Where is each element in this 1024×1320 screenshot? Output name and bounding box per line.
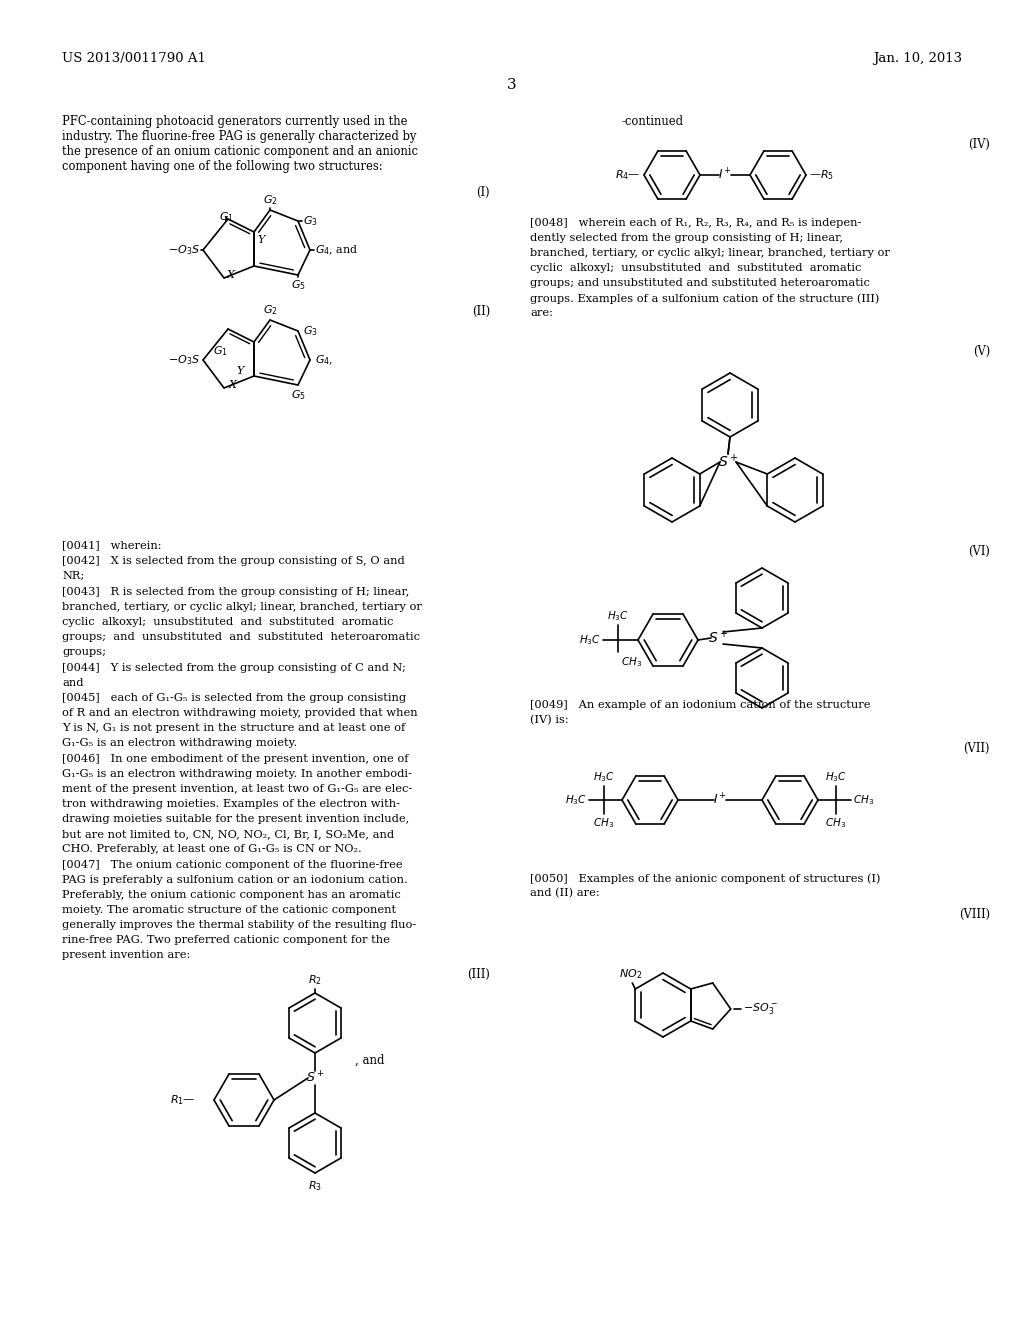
Text: $I^+$: $I^+$ <box>718 168 732 182</box>
Text: $G_4$,: $G_4$, <box>315 354 333 367</box>
Text: and: and <box>62 678 84 688</box>
Text: cyclic  alkoxyl;  unsubstituted  and  substituted  aromatic: cyclic alkoxyl; unsubstituted and substi… <box>62 616 393 627</box>
Text: (IV) is:: (IV) is: <box>530 715 568 725</box>
Text: $R_1$—: $R_1$— <box>170 1093 196 1107</box>
Text: US 2013/0011790 A1: US 2013/0011790 A1 <box>62 51 206 65</box>
Text: [0050]   Examples of the anionic component of structures (I): [0050] Examples of the anionic component… <box>530 873 881 883</box>
Text: [0046]   In one embodiment of the present invention, one of: [0046] In one embodiment of the present … <box>62 754 409 764</box>
Text: CHO. Preferably, at least one of G₁-G₅ is CN or NO₂.: CHO. Preferably, at least one of G₁-G₅ i… <box>62 843 361 854</box>
Text: $S^+$: $S^+$ <box>718 453 738 471</box>
Text: $H_3C$: $H_3C$ <box>825 770 847 784</box>
Text: $H_3C$: $H_3C$ <box>580 634 601 647</box>
Text: moiety. The aromatic structure of the cationic component: moiety. The aromatic structure of the ca… <box>62 906 396 915</box>
Text: $G_1$: $G_1$ <box>213 345 227 358</box>
Text: generally improves the thermal stability of the resulting fluo-: generally improves the thermal stability… <box>62 920 416 931</box>
Text: $G_5$: $G_5$ <box>291 388 305 401</box>
Text: $G_3$: $G_3$ <box>303 325 317 338</box>
Text: but are not limited to, CN, NO, NO₂, Cl, Br, I, SO₂Me, and: but are not limited to, CN, NO, NO₂, Cl,… <box>62 829 394 840</box>
Text: [0044]   Y is selected from the group consisting of C and N;: [0044] Y is selected from the group cons… <box>62 663 406 673</box>
Text: groups;  and  unsubstituted  and  substituted  heteroaromatic: groups; and unsubstituted and substitute… <box>62 632 420 642</box>
Text: dently selected from the group consisting of H; linear,: dently selected from the group consistin… <box>530 234 843 243</box>
Text: branched, tertiary, or cyclic alkyl; linear, branched, tertiary or: branched, tertiary, or cyclic alkyl; lin… <box>62 602 422 612</box>
Text: (VIII): (VIII) <box>958 908 990 921</box>
Text: cyclic  alkoxyl;  unsubstituted  and  substituted  aromatic: cyclic alkoxyl; unsubstituted and substi… <box>530 263 861 273</box>
Text: $NO_2$: $NO_2$ <box>618 968 642 981</box>
Text: PFC-containing photoacid generators currently used in the: PFC-containing photoacid generators curr… <box>62 115 408 128</box>
Text: (VI): (VI) <box>968 545 990 558</box>
Text: $R_3$: $R_3$ <box>308 1179 322 1193</box>
Text: and (II) are:: and (II) are: <box>530 888 600 899</box>
Text: Y: Y <box>237 366 244 376</box>
Text: (I): (I) <box>476 186 490 199</box>
Text: $S^+$: $S^+$ <box>708 630 728 647</box>
Text: of R and an electron withdrawing moiety, provided that when: of R and an electron withdrawing moiety,… <box>62 708 418 718</box>
Text: $CH_3$: $CH_3$ <box>825 816 847 830</box>
Text: $-O_3S$: $-O_3S$ <box>168 354 200 367</box>
Text: ment of the present invention, at least two of G₁-G₅ are elec-: ment of the present invention, at least … <box>62 784 413 795</box>
Text: Jan. 10, 2013: Jan. 10, 2013 <box>872 51 962 65</box>
Text: 3: 3 <box>507 78 517 92</box>
Text: $G_3$: $G_3$ <box>303 214 317 228</box>
Text: , and: , and <box>355 1053 384 1067</box>
Text: G₁-G₅ is an electron withdrawing moiety.: G₁-G₅ is an electron withdrawing moiety. <box>62 738 297 748</box>
Text: (V): (V) <box>973 345 990 358</box>
Text: industry. The fluorine-free PAG is generally characterized by: industry. The fluorine-free PAG is gener… <box>62 129 417 143</box>
Text: (VII): (VII) <box>964 742 990 755</box>
Text: Preferably, the onium cationic component has an aromatic: Preferably, the onium cationic component… <box>62 890 400 900</box>
Text: [0042]   X is selected from the group consisting of S, O and: [0042] X is selected from the group cons… <box>62 556 404 566</box>
Text: $CH_3$: $CH_3$ <box>594 816 614 830</box>
Text: Y: Y <box>257 235 264 246</box>
Text: [0045]   each of G₁-G₅ is selected from the group consisting: [0045] each of G₁-G₅ is selected from th… <box>62 693 407 704</box>
Text: $G_4$, and: $G_4$, and <box>315 243 358 257</box>
Text: $H_3C$: $H_3C$ <box>607 610 629 623</box>
Text: [0041]   wherein:: [0041] wherein: <box>62 540 162 550</box>
Text: $I^+$: $I^+$ <box>713 792 727 808</box>
Text: [0049]   An example of an iodonium cation of the structure: [0049] An example of an iodonium cation … <box>530 700 870 710</box>
Text: $CH_3$: $CH_3$ <box>621 655 642 669</box>
Text: $-SO_3^-$: $-SO_3^-$ <box>742 1002 778 1016</box>
Text: -continued: -continued <box>622 115 684 128</box>
Text: [0048]   wherein each of R₁, R₂, R₃, R₄, and R₅ is indepen-: [0048] wherein each of R₁, R₂, R₃, R₄, a… <box>530 218 861 228</box>
Text: are:: are: <box>530 308 553 318</box>
Text: $G_2$: $G_2$ <box>262 193 278 207</box>
Text: X: X <box>229 380 237 389</box>
Text: $G_2$: $G_2$ <box>262 304 278 317</box>
Text: present invention are:: present invention are: <box>62 950 190 960</box>
Text: [0043]   R is selected from the group consisting of H; linear,: [0043] R is selected from the group cons… <box>62 587 410 597</box>
Text: Y is N, G₁ is not present in the structure and at least one of: Y is N, G₁ is not present in the structu… <box>62 723 406 733</box>
Text: (II): (II) <box>472 305 490 318</box>
Text: (IV): (IV) <box>968 139 990 150</box>
Text: $R_2$: $R_2$ <box>308 973 322 987</box>
Text: groups; and unsubstituted and substituted heteroaromatic: groups; and unsubstituted and substitute… <box>530 279 869 288</box>
Text: drawing moieties suitable for the present invention include,: drawing moieties suitable for the presen… <box>62 814 410 824</box>
Text: $S^+$: $S^+$ <box>305 1071 325 1085</box>
Text: $G_1$: $G_1$ <box>218 210 233 224</box>
Text: [0047]   The onium cationic component of the fluorine-free: [0047] The onium cationic component of t… <box>62 861 402 870</box>
Text: component having one of the following two structures:: component having one of the following tw… <box>62 160 383 173</box>
Text: $H_3C$: $H_3C$ <box>565 793 587 807</box>
Text: $H_3C$: $H_3C$ <box>593 770 615 784</box>
Text: $-O_3S$: $-O_3S$ <box>168 243 200 257</box>
Text: PAG is preferably a sulfonium cation or an iodonium cation.: PAG is preferably a sulfonium cation or … <box>62 875 408 884</box>
Text: $CH_3$: $CH_3$ <box>853 793 874 807</box>
Text: groups. Examples of a sulfonium cation of the structure (III): groups. Examples of a sulfonium cation o… <box>530 293 880 304</box>
Text: (III): (III) <box>467 968 490 981</box>
Text: rine-free PAG. Two preferred cationic component for the: rine-free PAG. Two preferred cationic co… <box>62 935 390 945</box>
Text: —$R_5$: —$R_5$ <box>809 168 835 182</box>
Text: $G_5$: $G_5$ <box>291 279 305 292</box>
Text: branched, tertiary, or cyclic alkyl; linear, branched, tertiary or: branched, tertiary, or cyclic alkyl; lin… <box>530 248 890 257</box>
Text: X: X <box>227 271 234 280</box>
Text: NR;: NR; <box>62 572 84 581</box>
Text: tron withdrawing moieties. Examples of the electron with-: tron withdrawing moieties. Examples of t… <box>62 799 400 809</box>
Text: $R_4$—: $R_4$— <box>615 168 641 182</box>
Text: groups;: groups; <box>62 647 106 657</box>
Text: the presence of an onium cationic component and an anionic: the presence of an onium cationic compon… <box>62 145 418 158</box>
Text: G₁-G₅ is an electron withdrawing moiety. In another embodi-: G₁-G₅ is an electron withdrawing moiety.… <box>62 770 412 779</box>
